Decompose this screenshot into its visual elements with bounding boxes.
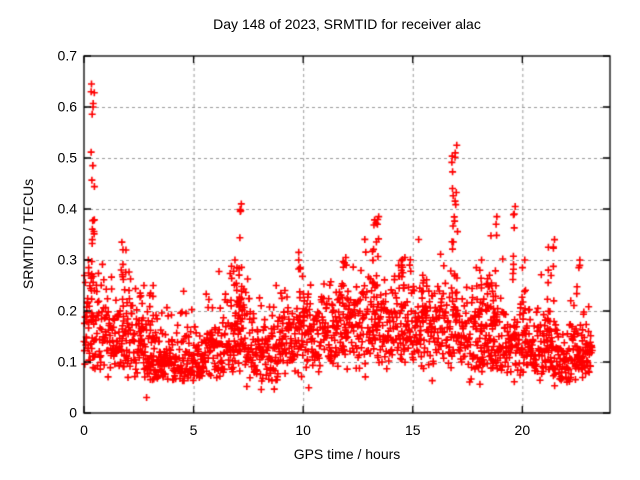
y-tick-label: 0.2 (57, 302, 77, 319)
y-tick-label: 0.5 (57, 149, 77, 166)
x-tick-label: 5 (189, 422, 198, 438)
y-tick-label: 0 (69, 404, 77, 421)
y-tick-label: 0.1 (57, 353, 77, 370)
y-tick-label: 0.4 (57, 200, 77, 217)
x-tick-label: 15 (404, 422, 421, 438)
x-tick-label: 10 (295, 422, 311, 438)
x-tick-label: 20 (514, 422, 531, 438)
y-tick-label: 0.3 (57, 251, 77, 268)
y-axis-label: SRMTID / TECUs (20, 178, 36, 290)
y-tick-label: 0.6 (57, 98, 77, 115)
x-axis-label: GPS time / hours (293, 446, 401, 462)
y-tick-label: 0.7 (57, 47, 77, 64)
x-tick-label: 0 (80, 422, 88, 438)
chart-title: Day 148 of 2023, SRMTID for receiver ala… (213, 16, 481, 32)
